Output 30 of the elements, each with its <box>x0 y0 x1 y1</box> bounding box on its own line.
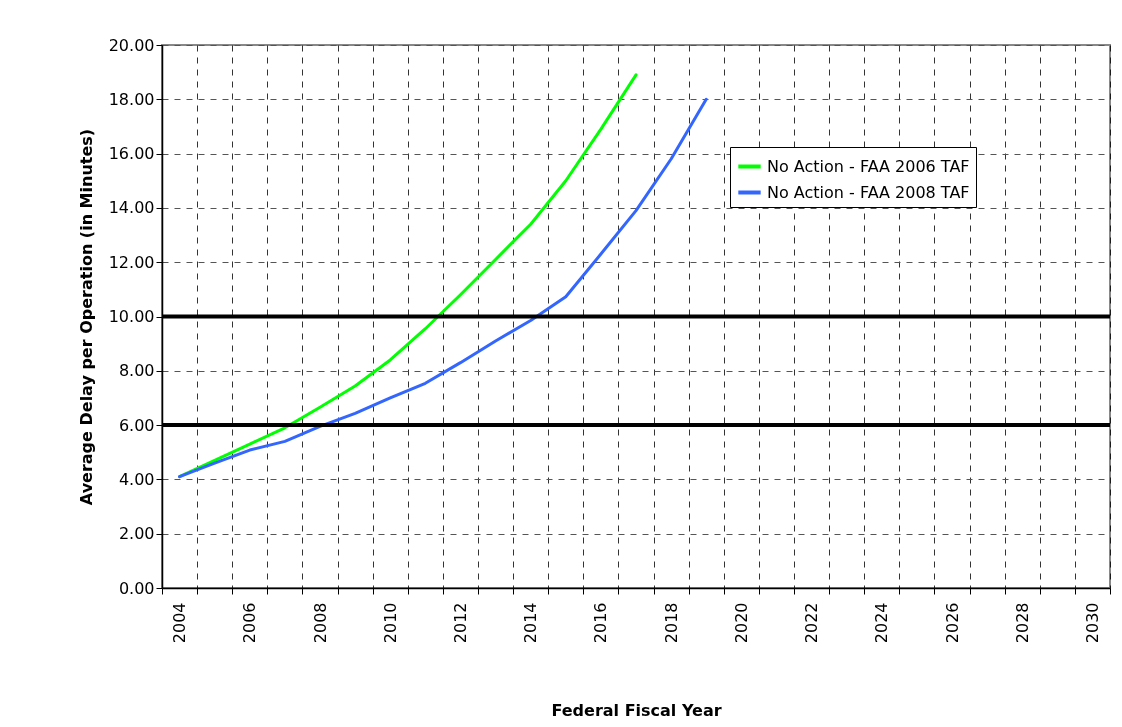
y-tick-label: 16.00 <box>108 144 155 164</box>
x-tick-label: 2006 <box>240 602 260 644</box>
legend-label: No Action - FAA 2008 TAF <box>767 182 970 202</box>
x-tick-label: 2024 <box>872 602 892 644</box>
line-series <box>178 97 708 479</box>
x-tick-label: 2012 <box>450 602 470 644</box>
y-tick-label: 6.00 <box>118 415 155 435</box>
y-axis-title: Average Delay per Operation (in Minutes) <box>76 128 96 506</box>
y-tick-label: 8.00 <box>118 361 155 381</box>
x-tick-label: 2030 <box>1082 602 1102 644</box>
y-tick-label: 18.00 <box>108 89 155 109</box>
x-tick-label: 2010 <box>380 602 400 644</box>
y-tick-label: 14.00 <box>108 198 155 218</box>
y-tick-label: 0.00 <box>118 578 155 598</box>
x-tick-label: 2014 <box>521 602 541 644</box>
y-tick-label: 12.00 <box>108 252 155 272</box>
legend-label: No Action - FAA 2006 TAF <box>767 156 970 176</box>
x-tick-label: 2028 <box>1012 602 1032 644</box>
x-tick-label: 2026 <box>942 602 962 644</box>
x-tick-label: 2022 <box>802 602 822 644</box>
y-tick-label: 4.00 <box>118 469 155 489</box>
x-axis-title: Federal Fiscal Year <box>551 701 722 721</box>
y-tick-label: 10.00 <box>108 307 155 326</box>
x-tick-label: 2008 <box>310 602 330 644</box>
x-tick-label: 2018 <box>661 602 681 644</box>
x-tick-label: 2004 <box>170 602 190 644</box>
y-tick-label: 2.00 <box>118 524 155 544</box>
x-tick-label: 2020 <box>731 602 751 644</box>
x-tick-label: 2016 <box>591 602 611 644</box>
y-tick-label: 20.00 <box>108 35 155 55</box>
